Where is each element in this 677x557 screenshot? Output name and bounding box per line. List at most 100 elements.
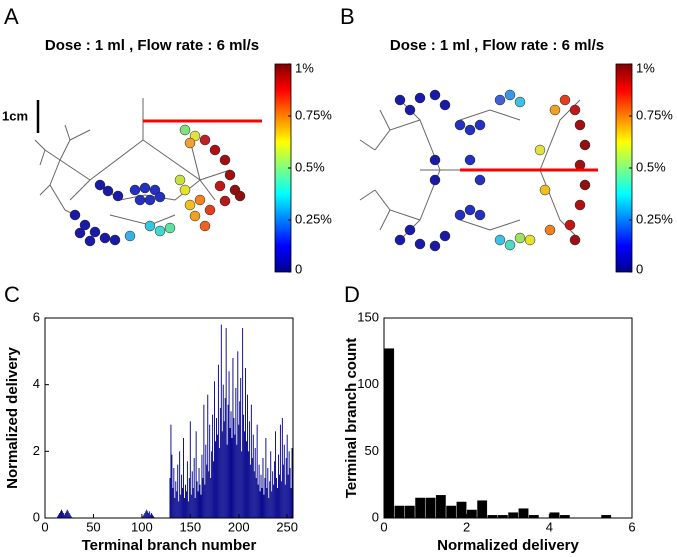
x-tick-label: 4 (546, 519, 553, 534)
bar (279, 424, 281, 518)
bar (213, 461, 215, 518)
x-axis-label: Terminal branch number (82, 537, 257, 554)
bar (265, 438, 267, 518)
bar (151, 513, 153, 518)
bar (254, 448, 256, 518)
bar (152, 514, 153, 518)
bar (259, 491, 261, 518)
bar (190, 494, 192, 518)
bar (240, 378, 242, 518)
bar (212, 414, 214, 518)
bar (248, 421, 250, 518)
bar (224, 398, 226, 518)
bar (243, 414, 245, 518)
bar (223, 421, 225, 518)
bar (244, 431, 246, 518)
bar (202, 478, 204, 518)
bar (204, 484, 206, 518)
bar (229, 428, 231, 518)
bar (218, 448, 220, 518)
bar (200, 494, 202, 518)
bar (234, 434, 236, 518)
x-tick-label: 0 (41, 519, 48, 534)
bar (144, 513, 146, 518)
bar (195, 431, 197, 518)
bar (267, 468, 269, 518)
bar (285, 458, 287, 518)
bar (201, 454, 203, 518)
bar (182, 488, 184, 518)
bar (197, 491, 199, 518)
histogram-bar (384, 348, 395, 519)
bar (250, 404, 252, 518)
bar (172, 488, 174, 518)
bar (226, 444, 228, 518)
bar (232, 358, 234, 518)
bar (269, 481, 271, 518)
bar (211, 451, 213, 518)
bar (277, 488, 278, 518)
bar (242, 328, 244, 518)
bar (282, 464, 284, 518)
colorbar-tick-label: 0 (295, 261, 302, 276)
histogram-bar (404, 505, 415, 519)
bar (207, 394, 209, 518)
bar (185, 484, 186, 518)
bar (149, 511, 151, 518)
bar (199, 484, 201, 518)
bar (176, 491, 178, 518)
bar (178, 501, 180, 518)
histogram-bar (425, 497, 436, 519)
bar (263, 494, 265, 518)
panel-letter: A (4, 4, 19, 29)
x-tick-label: 100 (131, 519, 153, 534)
colorbar-tick-label: 0 (636, 261, 643, 276)
bar (289, 468, 291, 518)
bar (62, 513, 64, 518)
bar (222, 384, 224, 518)
y-tick-label: 150 (357, 309, 379, 324)
panel-letter: B (340, 4, 355, 29)
bar (284, 484, 286, 518)
bar (260, 474, 262, 518)
y-axis-label: Normalized delivery (4, 346, 21, 488)
x-tick-label: 50 (86, 519, 100, 534)
y-tick-label: 100 (357, 376, 379, 391)
x-tick-label: 200 (228, 519, 250, 534)
bar (275, 431, 277, 518)
bar (180, 494, 182, 518)
bar (153, 516, 154, 518)
bar (173, 468, 175, 518)
y-axis-label: Terminal branch count (343, 338, 360, 499)
bar (241, 451, 243, 518)
bar (225, 328, 227, 518)
bar (264, 478, 266, 518)
bar (217, 364, 219, 518)
bar (147, 511, 149, 518)
bar (288, 451, 290, 518)
bar (216, 418, 217, 518)
bar (235, 388, 237, 518)
bar (146, 509, 148, 518)
bar (278, 474, 280, 518)
bar (272, 471, 274, 518)
bar (214, 381, 215, 518)
bar (221, 431, 223, 518)
histogram-bar (549, 512, 560, 519)
bar (198, 468, 200, 518)
colorbar-tick-label: 0.75% (636, 107, 673, 122)
bar (170, 424, 172, 518)
bar (174, 498, 176, 518)
bar (61, 511, 63, 518)
bar (249, 464, 251, 518)
bar (70, 516, 72, 518)
bar (228, 371, 230, 518)
bar (220, 324, 222, 518)
y-tick-label: 0 (372, 509, 379, 524)
bar (280, 481, 282, 518)
bar (191, 471, 193, 518)
bar (203, 404, 205, 518)
bar (270, 451, 272, 518)
bar (148, 513, 150, 518)
bar (58, 514, 60, 518)
